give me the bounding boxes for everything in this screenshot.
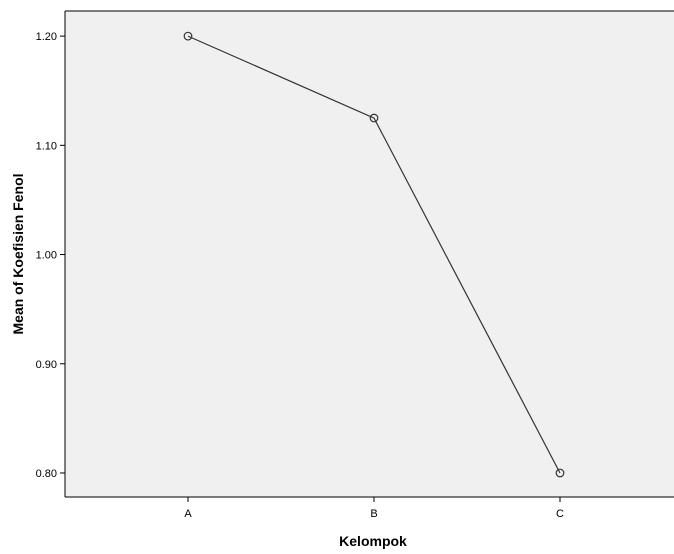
plot-area xyxy=(65,11,674,497)
data-point-marker xyxy=(369,113,379,123)
data-point-marker xyxy=(555,468,565,478)
y-tick-label: 1.10 xyxy=(36,140,57,152)
y-tick-label: 0.80 xyxy=(36,468,57,480)
x-axis-title: Kelompok xyxy=(339,533,407,549)
y-tick-label: 1.00 xyxy=(36,250,57,262)
x-tick-label: C xyxy=(556,508,564,520)
y-tick-label: 1.20 xyxy=(36,31,57,43)
data-point-marker xyxy=(183,31,193,41)
y-tick-label: 0.90 xyxy=(36,359,57,371)
x-tick-label: A xyxy=(184,508,192,520)
y-axis-title: Mean of Koefisien Fenol xyxy=(10,173,26,334)
series-line xyxy=(187,35,561,474)
x-tick-label: B xyxy=(370,508,377,520)
